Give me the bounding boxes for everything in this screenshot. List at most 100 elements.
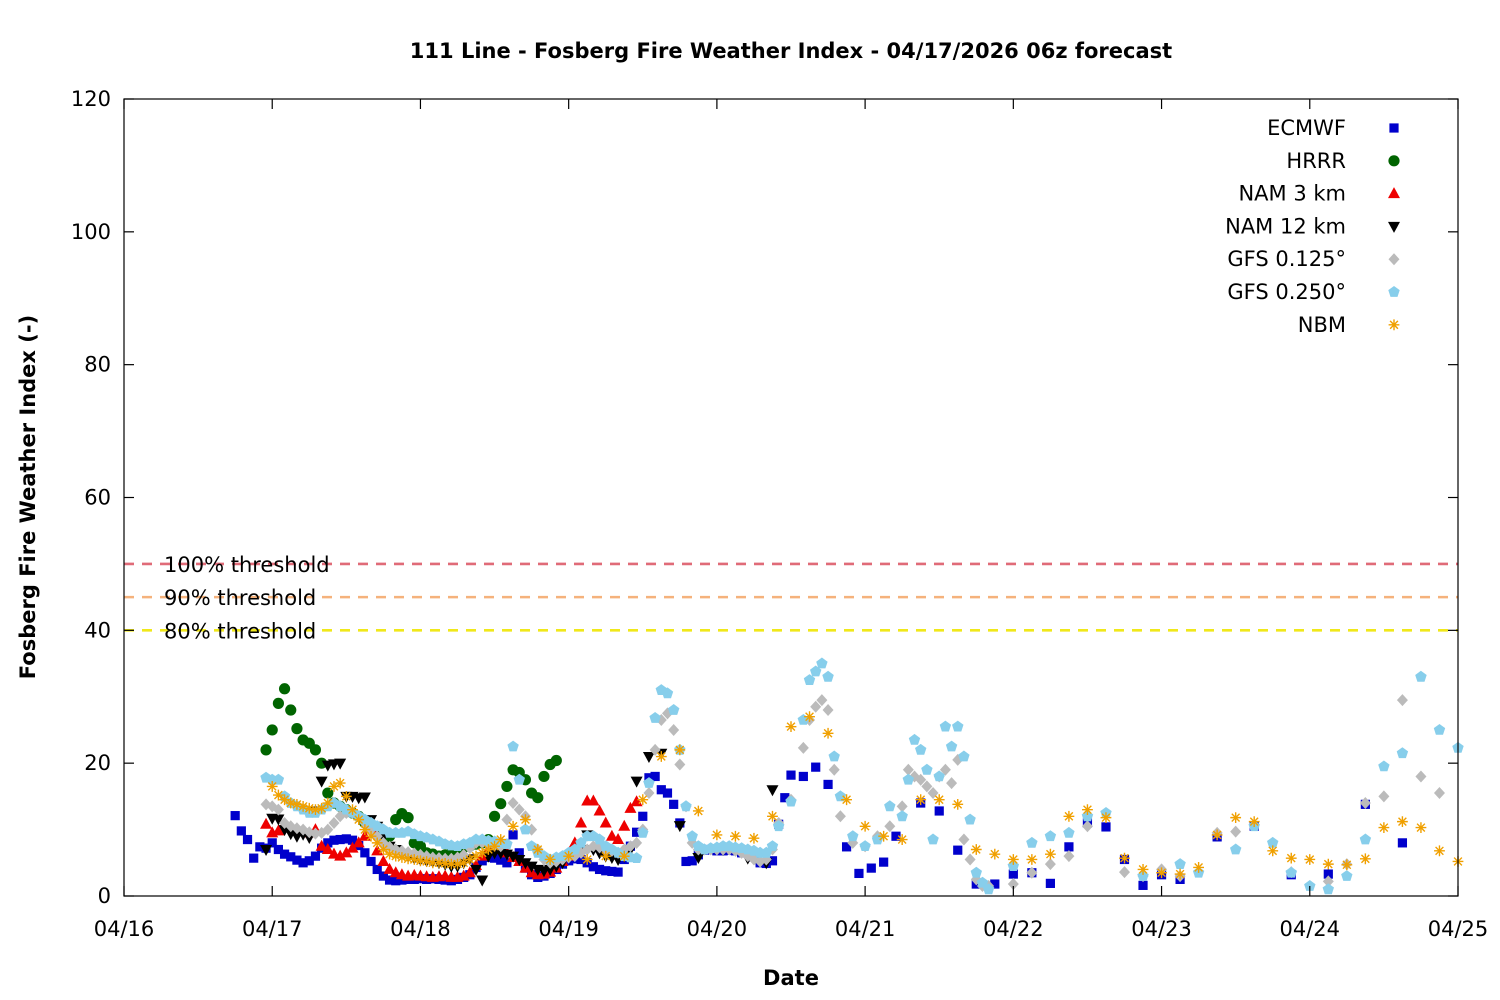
legend-label-gfs-0-125: GFS 0.125° [1227,247,1346,271]
data-point-ecmwf [780,793,790,803]
data-point-nbm [1322,858,1334,870]
data-point-ecmwf [669,799,679,809]
data-point-ecmwf [298,858,308,868]
data-point-nam-3-km [457,869,470,881]
data-point-nbm [1100,812,1112,824]
data-point-gfs-0-125 [921,780,933,793]
legend-label-gfs-0-250: GFS 0.250° [1227,280,1346,304]
data-point-gfs-0-250 [643,777,655,788]
data-point-nam-3-km [352,836,365,848]
data-point-nbm [476,847,488,859]
data-point-nbm [1211,829,1223,841]
x-tick-label: 04/23 [1131,917,1192,941]
data-point-gfs-0-250 [272,773,285,785]
data-point-gfs-0-125 [1396,694,1408,707]
data-point-ecmwf [496,855,506,865]
data-point-ecmwf [594,864,605,875]
data-point-nam-3-km [605,829,618,841]
data-point-gfs-0-250 [945,740,958,752]
data-point-nbm [427,857,439,869]
data-point-nbm [285,797,297,809]
data-point-nbm [520,814,531,826]
data-point-nam-3-km [321,843,334,855]
data-point-gfs-0-250 [834,790,847,802]
data-point-gfs-0-250 [803,674,816,685]
data-point-gfs-0-125 [1433,787,1445,800]
data-point-ecmwf [329,835,339,845]
data-point-hrrr [495,798,507,810]
data-point-gfs-0-250 [1341,870,1353,881]
data-point-nam-3-km [587,794,600,806]
data-point-gfs-0-250 [958,750,970,762]
data-point-gfs-0-250 [859,840,871,851]
data-point-ecmwf [891,831,901,841]
data-point-ecmwf [576,854,586,865]
data-point-nbm [322,797,334,809]
data-point-ecmwf [767,856,778,866]
data-point-ecmwf [378,871,388,881]
data-point-gfs-0-125 [946,777,958,790]
data-point-nbm [291,798,303,810]
data-point-gfs-0-250 [785,795,797,807]
data-point-gfs-0-125 [507,797,519,810]
x-tick-label: 04/16 [94,917,155,941]
data-point-nbm [859,820,871,832]
data-point-gfs-0-250 [668,704,680,715]
data-point-nbm [464,854,476,865]
y-tick-label: 60 [84,486,111,510]
data-point-ecmwf [811,762,821,772]
data-point-ecmwf [230,811,240,821]
data-point-nam-3-km [340,846,353,858]
y-tick-label: 100 [71,220,111,244]
data-point-gfs-0-250 [1433,724,1446,735]
data-point-nbm [600,850,612,862]
data-point-gfs-0-125 [834,810,846,823]
data-point-ecmwf [249,853,259,863]
series-nbm [266,711,1464,880]
data-point-gfs-0-125 [939,763,951,776]
data-point-ecmwf [310,851,321,861]
data-point-gfs-0-250 [501,838,513,849]
data-point-nbm [711,829,723,841]
data-point-nam-3-km [260,817,273,829]
data-point-nbm [402,853,414,865]
data-point-nbm [1304,854,1316,865]
data-point-nbm [1082,804,1093,816]
data-point-nbm [1415,822,1427,833]
data-point-ecmwf [990,879,1000,889]
data-point-nbm [1341,859,1353,871]
y-tick-label: 20 [84,751,111,775]
data-point-gfs-0-125 [674,758,686,771]
data-point-gfs-0-250 [1044,830,1057,842]
threshold-label-80-threshold: 80% threshold [164,619,316,643]
data-point-hrrr [260,744,272,756]
data-point-nbm [989,848,1001,860]
data-point-nbm [415,855,426,867]
data-point-nbm [439,858,451,869]
data-point-gfs-0-250 [828,750,840,762]
data-point-nbm [674,744,686,756]
data-point-nam-3-km [618,819,631,831]
data-point-nam-3-km [575,816,588,828]
data-point-nam-12-km [630,776,643,788]
data-point-nam-12-km [507,851,520,863]
data-point-ecmwf [267,838,277,848]
data-point-ecmwf [286,852,296,862]
data-point-nam-12-km [315,776,328,788]
data-point-nbm [1248,816,1260,828]
data-point-ecmwf [347,835,358,845]
data-point-nbm [297,800,309,812]
data-point-gfs-0-125 [902,763,914,776]
legend-label-nam-3-km: NAM 3 km [1238,182,1346,206]
data-point-ecmwf [953,845,963,855]
data-point-gfs-0-250 [970,866,982,878]
data-point-nbm [915,794,927,806]
data-point-gfs-0-250 [847,830,859,842]
data-point-nbm [692,805,704,817]
data-point-nbm [328,781,340,792]
data-point-gfs-0-250 [661,687,674,699]
legend-label-hrrr: HRRR [1286,149,1346,173]
data-point-nbm [841,794,852,806]
data-point-gfs-0-250 [1322,883,1334,895]
legend-label-nam-12-km: NAM 12 km [1225,214,1346,238]
